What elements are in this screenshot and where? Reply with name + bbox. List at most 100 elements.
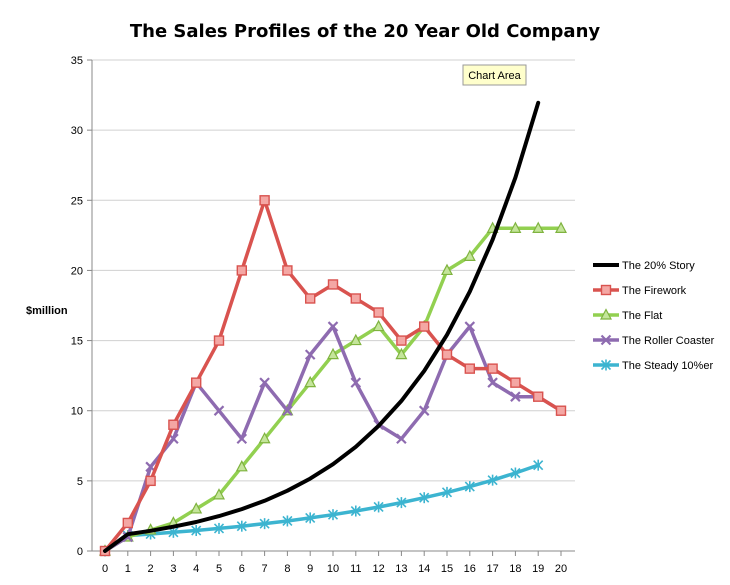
x-tick-label-18: 18	[509, 563, 521, 575]
series-5-point-9	[305, 512, 316, 524]
series-3-point-7	[258, 431, 271, 444]
series-1	[103, 100, 541, 553]
x-tick-label-12: 12	[372, 563, 384, 575]
series-2-point-19	[533, 391, 544, 402]
series-5-point-14	[419, 492, 430, 504]
x-tick-label-7: 7	[262, 563, 268, 575]
series-3	[99, 221, 567, 556]
series-4-point-7	[259, 377, 270, 388]
series-5-point-5	[213, 522, 225, 534]
axes	[87, 59, 575, 556]
legend-item-3: The Flat	[593, 308, 662, 322]
x-tick-label-2: 2	[148, 563, 154, 575]
y-tick-label-20: 20	[71, 265, 83, 277]
series-4-point-17	[487, 377, 498, 388]
series-5-point-11	[350, 505, 361, 517]
legend-label-4: The Roller Coaster	[622, 335, 715, 347]
series-2-point-18	[510, 377, 521, 388]
legend: The 20% Story The Firework The Flat The Rol…	[593, 260, 715, 372]
x-tick-label-17: 17	[486, 563, 498, 575]
series-5-point-18	[510, 467, 521, 479]
series-4-point-10	[327, 321, 339, 332]
series-5-point-7	[259, 518, 270, 530]
x-tick-label-3: 3	[170, 563, 176, 575]
series-2-point-5	[213, 335, 225, 346]
y-tick-label-0: 0	[77, 546, 83, 558]
legend-label-5: The Steady 10%er	[622, 360, 713, 372]
y-tick-label-5: 5	[77, 476, 83, 488]
series-5-point-8	[282, 515, 293, 527]
x-tick-label-1: 1	[125, 563, 131, 575]
x-tick-label-5: 5	[216, 563, 222, 575]
x-tick-label-6: 6	[239, 563, 245, 575]
series-3-point-18	[509, 221, 522, 233]
series-3-point-16	[463, 249, 476, 261]
series-2-point-1	[122, 517, 134, 529]
legend-label-1: The 20% Story	[622, 260, 695, 272]
series-5-point-15	[441, 486, 453, 498]
y-tick-label-35: 35	[71, 55, 83, 67]
series-5-point-6	[236, 520, 247, 532]
x-tick-label-0: 0	[102, 563, 108, 575]
series-3-point-6	[235, 460, 248, 472]
series-3-point-15	[441, 263, 453, 276]
series-3-point-19	[532, 221, 545, 233]
series-4-point-8	[282, 405, 293, 416]
series-3-point-11	[349, 333, 362, 346]
series-2-point-10	[327, 279, 339, 290]
series-5	[99, 459, 544, 557]
tooltip-text: Chart Area	[468, 70, 521, 82]
series-3-point-10	[327, 347, 339, 360]
legend-item-1: The 20% Story	[593, 260, 695, 272]
series-2-point-16	[464, 363, 475, 374]
y-tick-label-15: 15	[71, 336, 83, 348]
series-4-point-14	[418, 405, 430, 416]
series-3-point-20	[555, 221, 567, 233]
series-3-line	[103, 226, 563, 553]
series-2-point-17	[487, 363, 498, 374]
y-tick-label-30: 30	[71, 125, 83, 137]
legend-marker-2	[600, 284, 612, 296]
series-2-point-9	[305, 293, 316, 304]
series-3-point-13	[395, 347, 408, 360]
series-5-point-4	[191, 525, 202, 537]
x-tick-label-16: 16	[464, 563, 476, 575]
grid-lines	[92, 59, 575, 482]
series-2	[99, 195, 567, 557]
legend-item-4: The Roller Coaster	[593, 334, 715, 347]
series-2-point-11	[350, 293, 361, 304]
chart-area-tooltip: Chart Area	[462, 64, 527, 86]
series-2-point-14	[419, 321, 430, 332]
legend-marker-3	[600, 308, 612, 320]
legend-item-2: The Firework	[593, 284, 687, 297]
legend-label-2: The Firework	[622, 285, 687, 297]
series-5-point-10	[327, 509, 339, 521]
y-tick-labels: 0 5 10 15 20 25 30 35	[71, 55, 83, 558]
x-tick-label-19: 19	[532, 563, 544, 575]
series-2-point-3	[168, 419, 179, 430]
x-tick-label-14: 14	[418, 563, 430, 575]
legend-marker-5	[600, 359, 612, 371]
series-3-point-5	[213, 488, 225, 500]
x-tick-label-10: 10	[327, 563, 339, 575]
series-2-line	[103, 198, 563, 553]
x-tick-label-8: 8	[284, 563, 290, 575]
x-tick-label-20: 20	[555, 563, 567, 575]
series-2-point-8	[282, 265, 293, 276]
x-tick-label-4: 4	[193, 563, 199, 575]
series-2-point-7	[259, 195, 270, 206]
series-2-point-6	[236, 265, 248, 276]
series-2-point-2	[145, 475, 156, 487]
series-4-point-11	[350, 377, 362, 388]
series-5-line	[103, 463, 540, 553]
series-4-point-16	[464, 321, 476, 332]
legend-marker-4	[600, 334, 612, 346]
series-4-point-9	[304, 349, 316, 360]
chart-title: The Sales Profiles of the 20 Year Old Co…	[130, 21, 601, 42]
series-4-point-5	[213, 405, 225, 416]
series-3-point-12	[372, 319, 385, 332]
x-tick-label-13: 13	[395, 563, 407, 575]
x-tick-label-9: 9	[307, 563, 313, 575]
series-5-point-16	[464, 481, 475, 493]
